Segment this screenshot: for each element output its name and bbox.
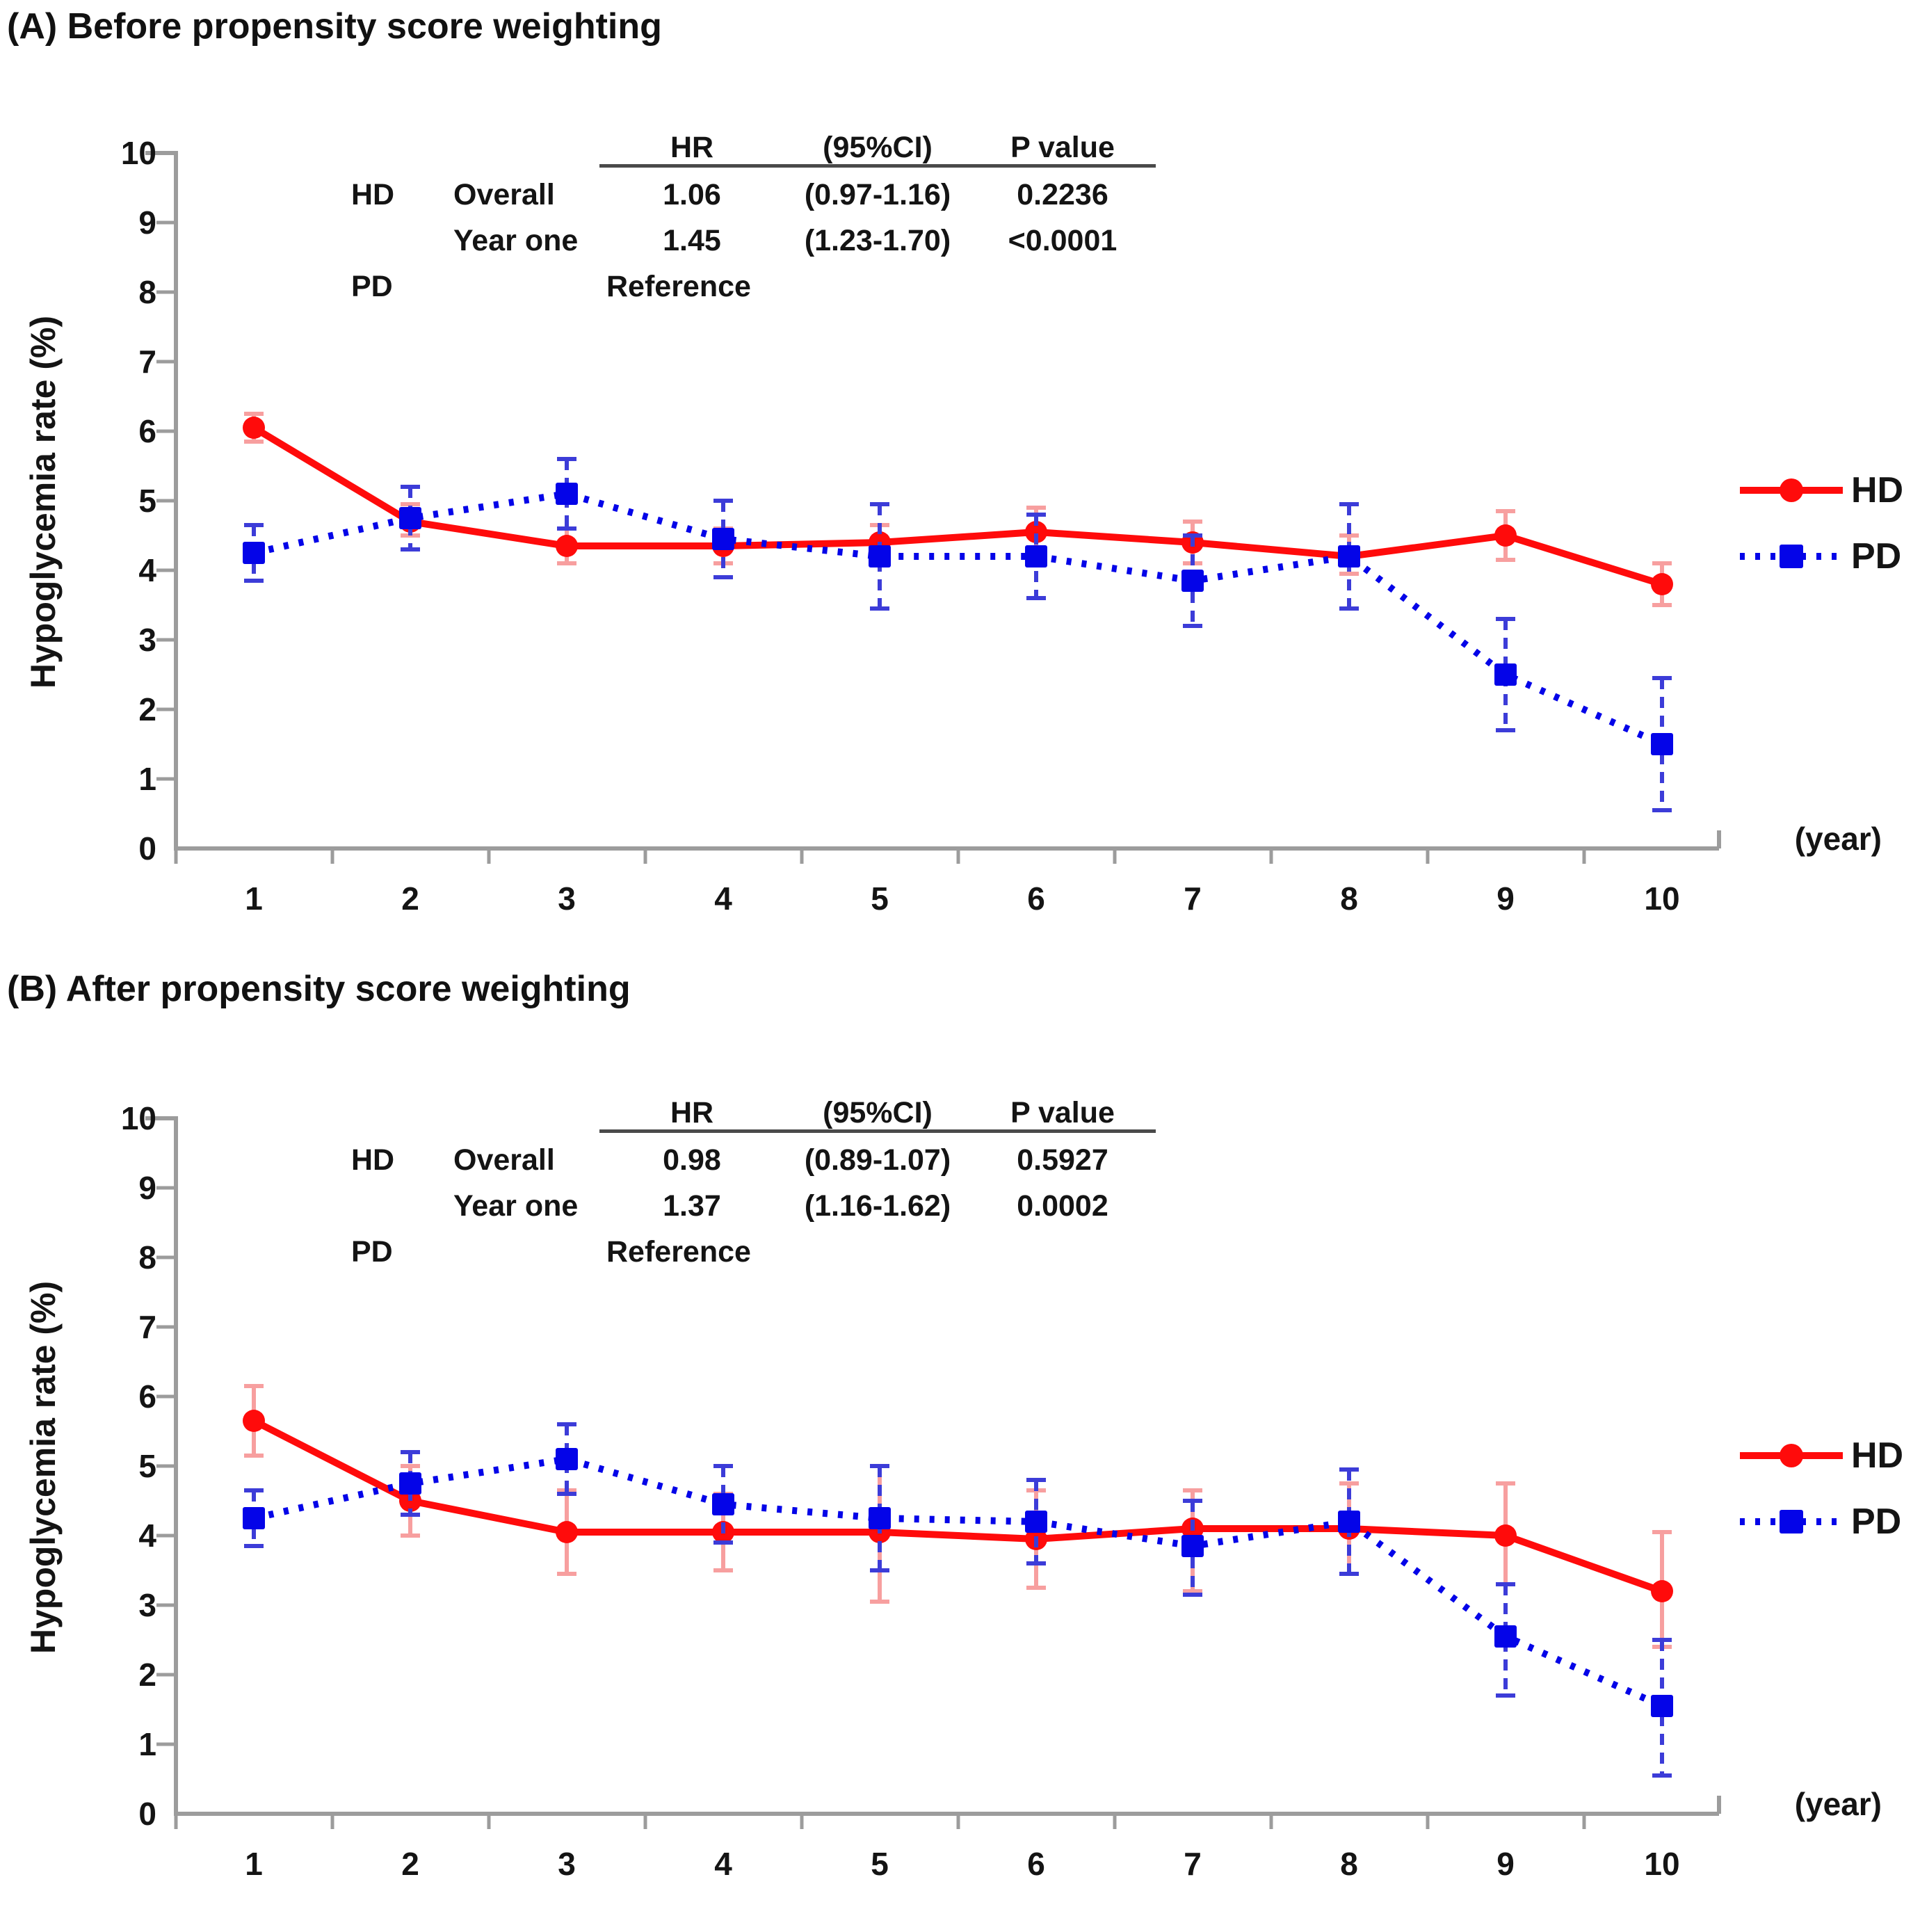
svg-text:8: 8 xyxy=(1340,880,1358,917)
svg-text:6: 6 xyxy=(1027,1846,1045,1882)
svg-text:8: 8 xyxy=(1340,1846,1358,1882)
svg-text:3: 3 xyxy=(558,880,576,917)
line-chart: 0 1 2 3 4 5 6 7 8 9 10 1 2 3 4 5 6 7 8 9 10 (year) Hypoglycemi… xyxy=(24,135,1903,917)
svg-text:9: 9 xyxy=(1497,880,1515,917)
svg-text:10: 10 xyxy=(121,1100,156,1136)
svg-text:6: 6 xyxy=(1027,880,1045,917)
svg-text:(year): (year) xyxy=(1795,1786,1882,1822)
panel-a: 0 1 2 3 4 5 6 7 8 9 10 1 2 3 4 5 6 7 8 9 10 (year) Hypoglycemi… xyxy=(0,118,1920,963)
svg-text:9: 9 xyxy=(138,204,156,241)
svg-text:5: 5 xyxy=(871,1846,889,1882)
legend-hd xyxy=(1740,1444,1843,1467)
svg-text:9: 9 xyxy=(138,1170,156,1206)
svg-text:10: 10 xyxy=(1644,880,1679,917)
svg-text:PD: PD xyxy=(1851,1502,1901,1542)
svg-text:2: 2 xyxy=(138,691,156,727)
svg-text:HD: HD xyxy=(1851,1435,1903,1476)
svg-text:7: 7 xyxy=(1184,1846,1202,1882)
svg-text:0: 0 xyxy=(138,1796,156,1832)
svg-text:6: 6 xyxy=(138,413,156,449)
hd-series xyxy=(243,412,1673,607)
svg-text:4: 4 xyxy=(714,880,732,917)
chart-panel-a: 0 1 2 3 4 5 6 7 8 9 10 1 2 3 4 5 6 7 8 9 10 (year) Hypoglycemi… xyxy=(0,118,1920,967)
legend-hd xyxy=(1740,478,1843,502)
svg-text:2: 2 xyxy=(401,880,419,917)
svg-text:HD: HD xyxy=(1851,470,1903,510)
svg-text:2: 2 xyxy=(138,1657,156,1693)
panel-a-title: (A) Before propensity score weighting xyxy=(7,6,662,47)
chart-panel-b: 0 1 2 3 4 5 6 7 8 9 10 1 2 3 4 5 6 7 8 9 10 (year) Hypoglycemi… xyxy=(0,1084,1920,1932)
hd-series xyxy=(243,1384,1673,1649)
svg-text:1: 1 xyxy=(138,1726,156,1762)
svg-text:10: 10 xyxy=(1644,1846,1679,1882)
svg-text:1: 1 xyxy=(138,761,156,797)
svg-text:9: 9 xyxy=(1497,1846,1515,1882)
svg-text:7: 7 xyxy=(138,344,156,380)
line-chart: 0 1 2 3 4 5 6 7 8 9 10 1 2 3 4 5 6 7 8 9 10 (year) Hypoglycemi… xyxy=(24,1100,1903,1882)
svg-text:1: 1 xyxy=(245,1846,263,1882)
panel-b-title: (B) After propensity score weighting xyxy=(7,969,631,1009)
svg-text:3: 3 xyxy=(138,1587,156,1623)
svg-text:PD: PD xyxy=(1851,536,1901,577)
svg-text:4: 4 xyxy=(714,1846,732,1882)
svg-text:Hypoglycemia rate (%): Hypoglycemia rate (%) xyxy=(24,1281,63,1654)
legend-pd xyxy=(1740,1510,1843,1533)
panel-b: 0 1 2 3 4 5 6 7 8 9 10 1 2 3 4 5 6 7 8 9 10 (year) Hypoglycemi… xyxy=(0,1084,1920,1899)
svg-text:6: 6 xyxy=(138,1378,156,1415)
svg-text:1: 1 xyxy=(245,880,263,917)
svg-text:7: 7 xyxy=(138,1309,156,1345)
pd-series xyxy=(243,457,1673,812)
svg-text:8: 8 xyxy=(138,1239,156,1275)
svg-text:2: 2 xyxy=(401,1846,419,1882)
svg-text:3: 3 xyxy=(138,622,156,658)
svg-text:5: 5 xyxy=(871,880,889,917)
svg-text:3: 3 xyxy=(558,1846,576,1882)
svg-text:0: 0 xyxy=(138,830,156,867)
legend-pd xyxy=(1740,545,1843,568)
svg-text:7: 7 xyxy=(1184,880,1202,917)
svg-text:4: 4 xyxy=(138,552,156,588)
svg-text:4: 4 xyxy=(138,1518,156,1554)
pd-series xyxy=(243,1422,1673,1778)
svg-text:5: 5 xyxy=(138,1448,156,1484)
svg-text:10: 10 xyxy=(121,135,156,171)
svg-text:(year): (year) xyxy=(1795,821,1882,857)
svg-text:Hypoglycemia rate (%): Hypoglycemia rate (%) xyxy=(24,316,63,689)
svg-text:5: 5 xyxy=(138,483,156,519)
svg-text:8: 8 xyxy=(138,274,156,310)
